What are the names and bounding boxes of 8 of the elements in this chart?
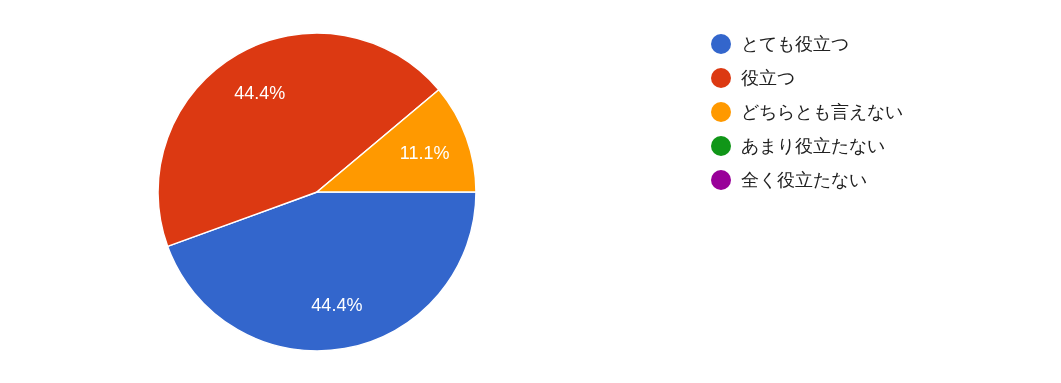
legend-label: どちらとも言えない	[741, 101, 903, 123]
data-label: 44.4%	[311, 295, 363, 316]
legend-label: あまり役立たない	[741, 135, 885, 157]
legend-label: とても役立つ	[741, 33, 849, 55]
data-label: 11.1%	[399, 143, 450, 164]
data-label: 44.4%	[234, 83, 286, 104]
legend-label: 役立つ	[741, 67, 795, 89]
legend-label: 全く役立たない	[741, 169, 867, 191]
